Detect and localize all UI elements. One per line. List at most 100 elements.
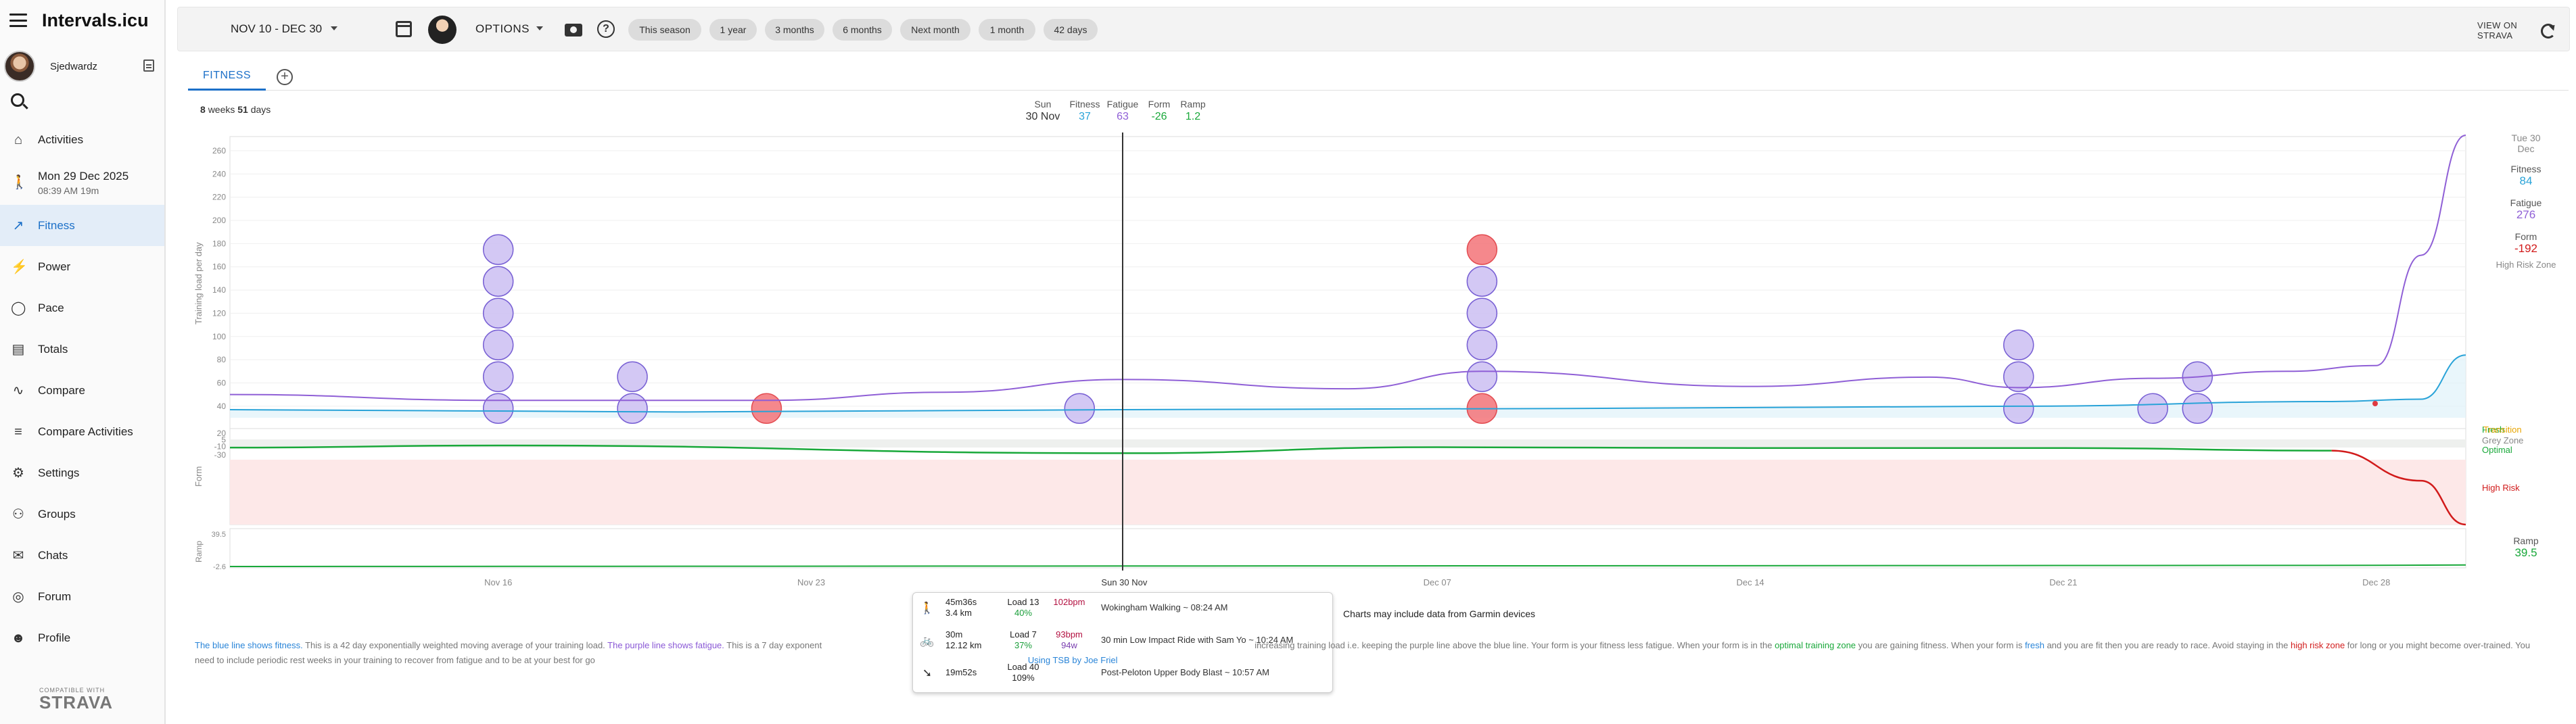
form-axis-ticks: 205-10-30 xyxy=(214,429,227,460)
sidebar-item-activities[interactable]: ⌂ Activities xyxy=(0,119,164,160)
latest-ramp-label: Ramp xyxy=(2513,535,2539,546)
latest-ramp: Ramp 39.5 xyxy=(2496,535,2556,560)
activity-name[interactable]: 30 min Low Impact Ride with Sam Yo ~ 10:… xyxy=(1101,635,1294,645)
preset-1-month[interactable]: 1 month xyxy=(979,19,1035,41)
strava-link-line1: VIEW ON xyxy=(2477,20,2518,30)
preset-42-days[interactable]: 42 days xyxy=(1044,19,1098,41)
activity-bubble xyxy=(617,393,648,425)
activity-bubble xyxy=(482,393,514,425)
tsb-link[interactable]: Using TSB by Joe Friel xyxy=(1027,655,1118,665)
latest-fitness-label: Fitness xyxy=(2510,164,2542,174)
sidebar-item-recent-activity[interactable]: 🚶 Mon 29 Dec 2025 08:39 AM 19m xyxy=(0,160,164,205)
sidebar-item-fitness[interactable]: ↗ Fitness xyxy=(0,205,164,246)
preset-next-month[interactable]: Next month xyxy=(900,19,970,41)
help-icon[interactable]: ? xyxy=(597,20,615,38)
activity-distance: 12.12 km xyxy=(945,640,982,650)
activity-bubble xyxy=(1064,393,1096,425)
bike-icon: 🚲 xyxy=(920,634,935,647)
fitness-line xyxy=(229,354,2466,413)
preset-6-months[interactable]: 6 months xyxy=(833,19,892,41)
compare-icon: ∿ xyxy=(12,383,24,398)
sidebar-item-settings[interactable]: ⚙ Settings xyxy=(0,452,164,493)
search-icon[interactable] xyxy=(11,93,24,107)
sidebar-item-profile[interactable]: ☻ Profile xyxy=(0,617,164,658)
chevron-down-icon[interactable] xyxy=(536,26,543,30)
user-name[interactable]: Sjedwardz xyxy=(50,60,98,72)
preset-3-months[interactable]: 3 months xyxy=(765,19,824,41)
sidebar-item-groups[interactable]: ⚇ Groups xyxy=(0,493,164,535)
activity-hr: 102bpm xyxy=(1047,597,1092,608)
activity-bubble xyxy=(482,329,514,361)
zone-high-risk-label: High Risk xyxy=(2482,483,2520,493)
explain-text: increasing training load i.e. keeping th… xyxy=(1255,640,1775,650)
sidebar-item-chats[interactable]: ✉ Chats xyxy=(0,535,164,576)
tooltip-activity-row[interactable]: ➘ 19m52s Load 40 109% Post-Peloton Upper… xyxy=(913,658,1332,689)
sidebar-item-sub: 08:39 AM 19m xyxy=(38,185,99,196)
activity-distance: 3.4 km xyxy=(945,608,973,618)
chevron-down-icon[interactable] xyxy=(331,26,337,30)
preset-1-year[interactable]: 1 year xyxy=(709,19,757,41)
gear-icon: ⚙ xyxy=(12,466,24,481)
hover-fitness: Fitness 37 xyxy=(1067,99,1102,123)
day-activities-tooltip: 🚶 45m36s 3.4 km Load 13 40% 102bpm Wokin… xyxy=(912,592,1333,693)
load-axis-ticks: 260 240 220 200 180 160 140 120 100 80 60 40 xyxy=(212,146,226,411)
latest-fatigue-label: Fatigue xyxy=(2510,197,2542,208)
sidebar-item-compare-activities[interactable]: ≡ Compare Activities xyxy=(0,411,164,452)
tooltip-activity-row[interactable]: 🚲 30m 12.12 km Load 7 37% 93bpm 94w 30 m… xyxy=(913,625,1332,656)
today-marker xyxy=(2372,401,2378,406)
garmin-note: Charts may include data from Garmin devi… xyxy=(1343,608,1535,619)
latest-ramp-value: 39.5 xyxy=(2514,546,2537,559)
preset-this-season[interactable]: This season xyxy=(628,19,701,41)
view-on-strava-link[interactable]: VIEW ON STRAVA xyxy=(2477,20,2517,41)
trending-icon: ↗ xyxy=(12,218,24,233)
activity-bubbles xyxy=(482,234,2214,425)
days-label: days xyxy=(250,104,271,115)
activity-load-value: Load 40 xyxy=(1007,662,1039,672)
load-tick-label: 100 xyxy=(212,332,226,341)
activity-bubble xyxy=(1466,361,1498,393)
activity-name[interactable]: Post-Peloton Upper Body Blast ~ 10:57 AM xyxy=(1101,667,1269,677)
load-tick-label: 180 xyxy=(212,239,226,248)
tab-fitness[interactable]: FITNESS xyxy=(188,64,266,91)
explain-text: This is a 7 day exponent xyxy=(724,640,822,650)
camera-icon[interactable] xyxy=(565,24,582,37)
tooltip-activity-row[interactable]: 🚶 45m36s 3.4 km Load 13 40% 102bpm Wokin… xyxy=(913,593,1332,624)
hover-form-value: -26 xyxy=(1151,111,1167,122)
load-axis-label: Training load per day xyxy=(193,242,204,324)
zone-optimal-label: Optimal xyxy=(2482,445,2512,455)
options-menu[interactable]: OPTIONS xyxy=(475,22,530,35)
latest-fatigue-value: 276 xyxy=(2516,208,2536,221)
activity-bubble xyxy=(482,266,514,297)
weeks-count: 8 xyxy=(200,104,206,115)
explain-text: This is a 42 day exponentially weighted … xyxy=(302,640,608,650)
hover-ramp-label: Ramp xyxy=(1180,99,1206,110)
sidebar-item-power[interactable]: ⚡ Power xyxy=(0,246,164,287)
menu-icon[interactable] xyxy=(9,14,27,27)
app-title[interactable]: Intervals.icu xyxy=(42,9,149,30)
load-tick-label: 240 xyxy=(212,169,226,178)
days-count: 51 xyxy=(237,104,248,115)
date-range-select[interactable]: NOV 10 - DEC 30 xyxy=(231,22,323,35)
fitness-area xyxy=(230,355,2466,418)
calendar-add-icon[interactable] xyxy=(396,21,412,37)
athlete-avatar[interactable] xyxy=(428,16,456,44)
activity-bubble xyxy=(482,361,514,393)
activity-load: Load 7 37% xyxy=(1000,629,1047,651)
sidebar-item-pace[interactable]: ◯ Pace xyxy=(0,287,164,329)
refresh-icon[interactable] xyxy=(2541,24,2556,39)
user-row[interactable]: Sjedwardz xyxy=(4,49,161,84)
sidebar-item-totals[interactable]: ▤ Totals xyxy=(0,329,164,370)
avatar[interactable] xyxy=(4,51,35,82)
load-tick-label: 140 xyxy=(212,285,226,295)
sidebar-item-forum[interactable]: ◎ Forum xyxy=(0,576,164,617)
x-axis-ticks: Nov 16 Nov 23 Sun 30 Nov Dec 07 Dec 14 Dec 21… xyxy=(484,577,2390,587)
form-line xyxy=(229,444,2332,454)
add-tab-icon[interactable]: + xyxy=(277,69,293,85)
sidebar-item-compare[interactable]: ∿ Compare xyxy=(0,370,164,411)
compare-activities-icon: ≡ xyxy=(14,425,22,439)
document-icon[interactable] xyxy=(143,59,154,72)
load-tick-label: 160 xyxy=(212,262,226,272)
activity-name[interactable]: Wokingham Walking ~ 08:24 AM xyxy=(1101,602,1228,612)
